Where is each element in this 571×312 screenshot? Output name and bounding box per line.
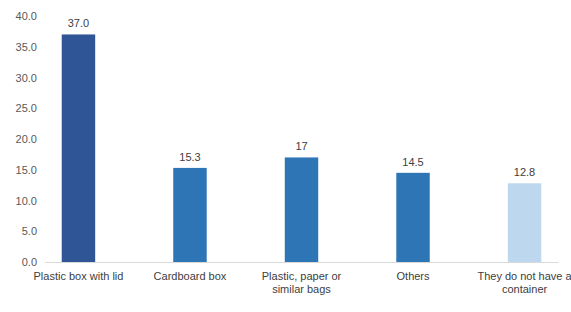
y-tick: 10.0 xyxy=(16,195,45,207)
x-axis: Plastic box with lid Cardboard box Plastic… xyxy=(34,262,571,295)
bar xyxy=(396,173,429,262)
y-tick-label: 10.0 xyxy=(16,195,37,207)
y-tick: 30.0 xyxy=(16,72,45,84)
data-label: 15.3 xyxy=(179,151,200,163)
y-tick-label: 5.0 xyxy=(22,225,37,237)
x-tick-label: Cardboard box xyxy=(154,270,227,282)
x-tick: Plastic box with lid xyxy=(34,262,124,282)
data-labels: 37.0 15.3 17 14.5 12.8 xyxy=(68,17,536,178)
y-tick-label: 25.0 xyxy=(16,102,37,114)
y-tick: 25.0 xyxy=(16,102,45,114)
y-tick-label: 0.0 xyxy=(22,256,37,268)
x-tick-label: They do not have acontainer xyxy=(477,270,571,295)
y-tick-label: 30.0 xyxy=(16,72,37,84)
y-tick-label: 15.0 xyxy=(16,164,37,176)
bar xyxy=(508,183,541,262)
x-tick: Plastic, paper orsimilar bags xyxy=(262,262,342,295)
y-axis: 0.0 5.0 10.0 15.0 20.0 25.0 30.0 35.0 40.0 xyxy=(16,10,46,268)
bar xyxy=(62,34,95,262)
x-tick-label: Plastic, paper orsimilar bags xyxy=(262,270,342,295)
y-tick: 40.0 xyxy=(16,10,45,22)
y-tick: 35.0 xyxy=(16,41,45,53)
y-tick: 20.0 xyxy=(16,133,45,145)
x-tick-label: Others xyxy=(397,270,431,282)
bar xyxy=(173,168,206,262)
chart: 0.0 5.0 10.0 15.0 20.0 25.0 30.0 35.0 40.0 Plasti… xyxy=(0,0,571,312)
x-tick: Others xyxy=(397,262,431,282)
x-tick: They do not have acontainer xyxy=(477,262,571,295)
bars xyxy=(62,34,542,262)
y-tick-label: 20.0 xyxy=(16,133,37,145)
data-label: 37.0 xyxy=(68,17,89,29)
y-tick-label: 35.0 xyxy=(16,41,37,53)
bar xyxy=(285,157,318,262)
x-tick-label: Plastic box with lid xyxy=(34,270,124,282)
x-tick: Cardboard box xyxy=(154,262,227,282)
y-tick: 5.0 xyxy=(22,225,45,237)
y-tick: 0.0 xyxy=(22,256,45,268)
y-tick: 15.0 xyxy=(16,164,45,176)
data-label: 12.8 xyxy=(514,166,535,178)
y-tick-label: 40.0 xyxy=(16,10,37,22)
y-axis-line xyxy=(45,17,46,263)
data-label: 17 xyxy=(295,140,307,152)
x-axis-line xyxy=(46,262,559,263)
data-label: 14.5 xyxy=(402,156,423,168)
